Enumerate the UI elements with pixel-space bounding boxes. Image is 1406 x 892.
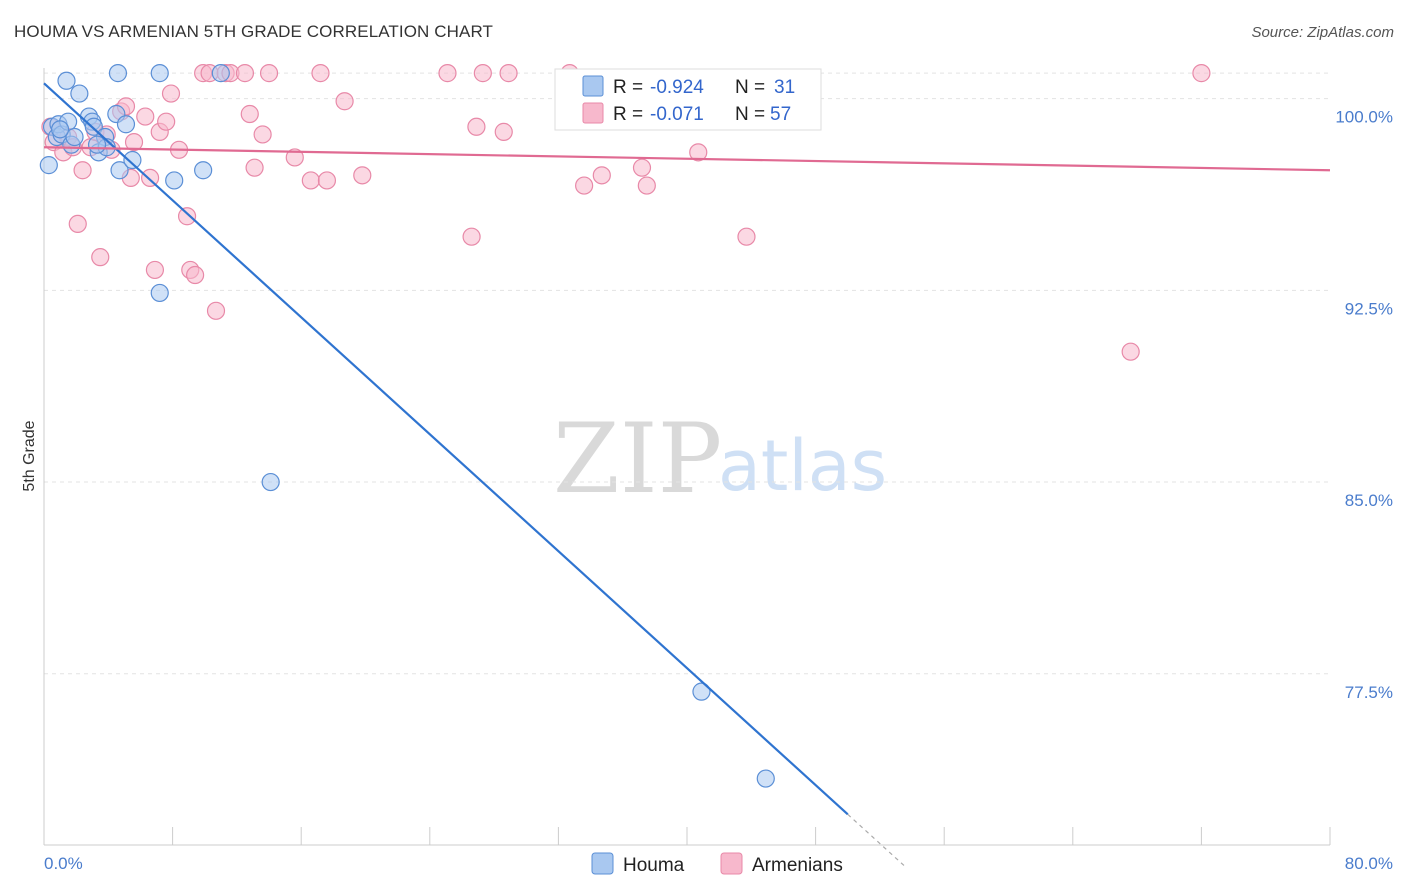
legend-n-label-armenians: N = [735, 104, 765, 125]
armenians-point-34 [259, 64, 279, 83]
houma-trend-extension [847, 813, 905, 866]
stats-legend: R = -0.924 N = 31 R = -0.071 N = 57 [554, 68, 822, 131]
houma-trend-line [43, 82, 849, 816]
armenians-point-37 [311, 64, 330, 83]
armenians-point-48 [575, 176, 594, 195]
armenians-point-42 [462, 227, 481, 246]
houma-points [39, 64, 775, 788]
y-tick-label-1: 92.5% [1345, 299, 1393, 318]
houma-point-17 [108, 64, 128, 83]
houma-point-21 [150, 64, 169, 83]
watermark-atlas: atlas [718, 425, 887, 507]
armenians-point-8 [91, 248, 110, 267]
y-axis-label: 5th Grade [21, 420, 38, 491]
armenians-point-45 [494, 122, 513, 141]
armenians-point-35 [285, 148, 304, 167]
armenians-point-38 [317, 171, 337, 190]
series-legend-swatch-armenians [720, 852, 743, 875]
legend-r-value-houma: -0.924 [650, 77, 704, 98]
armenians-point-19 [157, 112, 176, 131]
armenians-point-27 [206, 301, 226, 320]
houma-point-26 [261, 472, 280, 492]
y-tick-labels: 100.0% 92.5% 85.0% 77.5% [1335, 108, 1393, 702]
legend-r-value-armenians: -0.071 [650, 104, 704, 125]
armenians-point-33 [253, 125, 272, 144]
armenians-point-15 [136, 107, 155, 126]
armenians-point-53 [737, 227, 756, 246]
armenians-point-17 [145, 260, 165, 280]
houma-point-24 [194, 161, 213, 180]
legend-r-label-houma: R = [613, 77, 643, 98]
chart-title: HOUMA VS ARMENIAN 5TH GRADE CORRELATION … [14, 22, 493, 41]
x-tick-label-min: 0.0% [44, 854, 83, 873]
houma-point-20 [123, 150, 142, 170]
legend-r-label-armenians: R = [613, 104, 643, 125]
legend-swatch-houma [582, 75, 604, 97]
armenians-point-16 [140, 168, 160, 188]
series-legend-swatch-houma [591, 852, 614, 875]
houma-point-18 [110, 161, 129, 180]
houma-point-22 [165, 171, 184, 190]
x-ticks [43, 827, 1331, 845]
houma-point-8 [65, 127, 84, 147]
legend-n-value-armenians: 57 [770, 104, 791, 125]
legend-n-label-houma: N = [735, 77, 765, 98]
armenians-point-55 [1192, 64, 1211, 83]
houma-point-23 [150, 283, 169, 303]
armenians-point-5 [73, 161, 92, 180]
houma-point-27 [692, 682, 711, 701]
armenians-point-31 [240, 104, 259, 124]
armenians-point-24 [186, 265, 205, 285]
armenians-point-20 [161, 84, 181, 103]
armenians-point-39 [335, 92, 354, 111]
armenians-point-22 [177, 207, 197, 226]
houma-point-28 [756, 769, 775, 788]
armenians-point-14 [124, 133, 144, 152]
houma-point-0 [39, 156, 58, 175]
houma-point-5 [57, 71, 76, 90]
armenians-point-30 [235, 64, 255, 83]
armenians-point-36 [301, 171, 320, 190]
legend-n-value-houma: 31 [774, 77, 795, 98]
armenians-point-44 [473, 64, 492, 83]
armenians-trend-line [43, 146, 1331, 172]
houma-point-25 [211, 64, 230, 83]
armenians-point-54 [1121, 342, 1140, 361]
houma-point-30 [87, 135, 107, 154]
source-credit: Source: ZipAtlas.com [1251, 24, 1394, 41]
grid-lines [44, 72, 1330, 675]
x-tick-label-max: 80.0% [1345, 854, 1393, 873]
armenians-point-52 [689, 143, 708, 162]
y-tick-label-0: 100.0% [1335, 108, 1393, 127]
armenians-point-49 [592, 166, 611, 185]
legend-swatch-armenians [582, 102, 604, 124]
armenians-point-41 [438, 64, 457, 83]
armenians-point-40 [353, 166, 372, 185]
y-tick-label-3: 77.5% [1345, 683, 1393, 702]
houma-point-19 [116, 115, 136, 134]
houma-point-29 [50, 120, 70, 139]
y-tick-label-2: 85.0% [1345, 491, 1393, 510]
series-legend: Houma Armenians [591, 852, 843, 876]
series-legend-label-houma: Houma [623, 855, 685, 876]
armenians-point-32 [245, 158, 264, 177]
trend-lines [43, 82, 1331, 866]
armenians-point-43 [467, 117, 486, 136]
armenians-point-51 [637, 176, 656, 195]
armenians-point-50 [632, 158, 652, 177]
armenians-point-4 [68, 214, 87, 234]
armenians-point-46 [499, 64, 518, 83]
series-legend-label-armenians: Armenians [752, 855, 843, 876]
houma-point-9 [70, 84, 89, 103]
watermark-zip: ZIP [553, 403, 722, 515]
